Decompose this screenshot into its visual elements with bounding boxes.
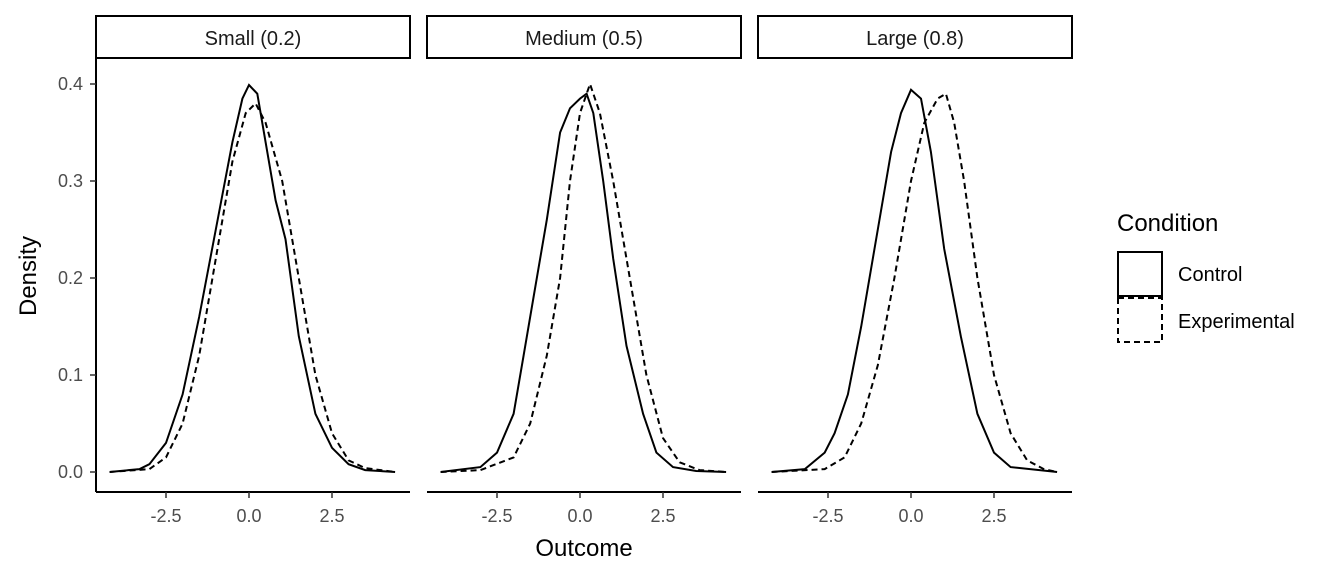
facet-strip-label: Medium (0.5) bbox=[525, 28, 643, 50]
facet-panel-1: Medium (0.5) -2.5 0.0 2.5 bbox=[426, 15, 742, 526]
facet-panels: Small (0.2) -2.5 0.0 2.5 Medium (0.5) -2.5 0.0… bbox=[58, 15, 1073, 526]
x-tick-label: 2.5 bbox=[981, 506, 1006, 526]
legend-key-experimental bbox=[1117, 297, 1163, 343]
facet-strip bbox=[757, 15, 1073, 59]
x-tick-label: 0.0 bbox=[567, 506, 592, 526]
y-tick-label: 0.3 bbox=[58, 171, 83, 191]
density-curve-experimental bbox=[771, 92, 1058, 473]
facet-panel-0: Small (0.2) -2.5 0.0 2.5 bbox=[95, 15, 411, 526]
y-tick-label: 0.1 bbox=[58, 365, 83, 385]
legend-label-experimental: Experimental bbox=[1178, 311, 1295, 333]
facet-strip bbox=[95, 15, 411, 59]
x-tick-label: -2.5 bbox=[150, 506, 181, 526]
legend-key-control bbox=[1117, 251, 1163, 297]
legend-label-control: Control bbox=[1178, 264, 1242, 286]
facet-strip-label: Small (0.2) bbox=[205, 28, 302, 50]
x-axis-title: Outcome bbox=[535, 535, 632, 562]
facet-strip-label: Large (0.8) bbox=[866, 28, 964, 50]
density-curve-control bbox=[109, 83, 396, 473]
x-tick-label: 0.0 bbox=[236, 506, 261, 526]
y-tick-label: 0.0 bbox=[58, 462, 83, 482]
density-curve-experimental bbox=[109, 101, 396, 473]
density-curve-experimental bbox=[440, 80, 727, 473]
x-tick-label: 0.0 bbox=[898, 506, 923, 526]
x-tick-label: 2.5 bbox=[650, 506, 675, 526]
y-tick-label: 0.4 bbox=[58, 74, 83, 94]
facet-strip bbox=[426, 15, 742, 59]
legend: Condition Control Experimental bbox=[1117, 210, 1295, 343]
x-tick-label: -2.5 bbox=[481, 506, 512, 526]
legend-title: Condition bbox=[1117, 210, 1218, 237]
x-tick-label: 2.5 bbox=[319, 506, 344, 526]
y-axis-title: Density bbox=[15, 236, 42, 316]
density-curve-control bbox=[771, 88, 1058, 473]
facet-panel-2: Large (0.8) -2.5 0.0 2.5 bbox=[757, 15, 1073, 526]
y-tick-label: 0.2 bbox=[58, 268, 83, 288]
density-curve-control bbox=[440, 92, 727, 473]
x-tick-label: -2.5 bbox=[812, 506, 843, 526]
y-axis: 0.0 0.1 0.2 0.3 0.4 bbox=[58, 58, 97, 492]
